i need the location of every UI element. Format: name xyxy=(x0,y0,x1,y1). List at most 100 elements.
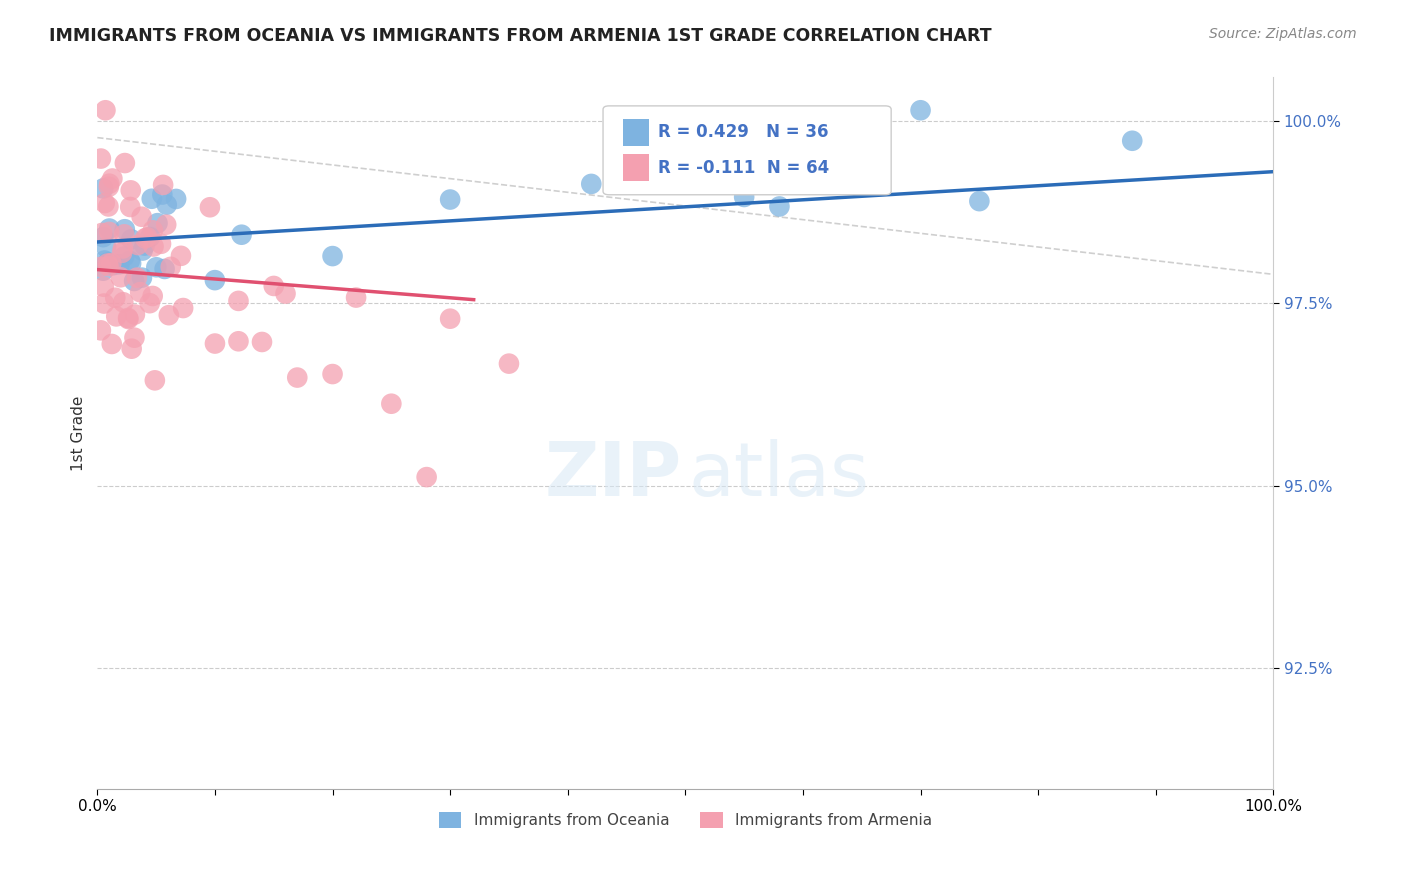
Point xyxy=(263,279,285,293)
Point xyxy=(112,295,135,310)
Point xyxy=(142,223,165,237)
Point xyxy=(118,253,141,268)
Point xyxy=(150,236,173,251)
Point xyxy=(439,311,461,326)
Point xyxy=(103,258,125,272)
Text: IMMIGRANTS FROM OCEANIA VS IMMIGRANTS FROM ARMENIA 1ST GRADE CORRELATION CHART: IMMIGRANTS FROM OCEANIA VS IMMIGRANTS FR… xyxy=(49,27,991,45)
Point xyxy=(139,230,162,244)
Point xyxy=(733,190,755,204)
Point xyxy=(98,221,121,235)
Point xyxy=(117,310,139,325)
Point xyxy=(170,249,193,263)
Point xyxy=(344,291,367,305)
Point xyxy=(104,291,127,305)
Point xyxy=(98,177,121,191)
Point xyxy=(114,222,136,236)
Point xyxy=(498,357,520,371)
Point xyxy=(204,273,226,287)
Point xyxy=(134,238,156,252)
Point xyxy=(97,179,120,194)
Point xyxy=(124,331,146,345)
Point xyxy=(93,279,115,293)
Point xyxy=(274,286,297,301)
Point xyxy=(98,225,121,239)
Point xyxy=(90,260,112,274)
Point xyxy=(146,216,169,230)
Point xyxy=(121,342,143,356)
Point xyxy=(125,270,148,285)
Point xyxy=(110,270,132,285)
Point xyxy=(136,230,159,244)
Point xyxy=(112,227,135,242)
Point xyxy=(380,397,402,411)
Point xyxy=(131,244,153,258)
FancyBboxPatch shape xyxy=(623,154,650,181)
Point xyxy=(285,370,308,384)
Text: R = 0.429   N = 36: R = 0.429 N = 36 xyxy=(658,123,828,141)
Point xyxy=(129,285,152,300)
Point xyxy=(120,232,142,246)
Point xyxy=(101,171,124,186)
Point xyxy=(156,198,179,212)
Y-axis label: 1st Grade: 1st Grade xyxy=(72,395,86,471)
Point xyxy=(111,245,134,260)
Text: atlas: atlas xyxy=(689,439,870,512)
Point xyxy=(152,178,174,192)
FancyBboxPatch shape xyxy=(603,106,891,194)
Point xyxy=(1121,134,1143,148)
Point xyxy=(439,193,461,207)
Legend: Immigrants from Oceania, Immigrants from Armenia: Immigrants from Oceania, Immigrants from… xyxy=(433,806,938,834)
Point xyxy=(142,289,165,303)
Point xyxy=(120,200,142,214)
Point xyxy=(127,238,149,252)
Point xyxy=(97,199,120,213)
Point xyxy=(159,260,181,274)
Point xyxy=(322,367,344,381)
Point xyxy=(155,218,177,232)
Point xyxy=(97,255,120,269)
Point xyxy=(910,103,932,118)
Point xyxy=(141,192,163,206)
Point xyxy=(94,240,117,254)
Point xyxy=(100,256,122,270)
Point xyxy=(138,296,160,310)
Point xyxy=(198,200,221,214)
Point xyxy=(101,337,124,351)
Point xyxy=(228,293,250,308)
Point xyxy=(117,312,139,326)
Point xyxy=(90,152,112,166)
Point xyxy=(90,323,112,337)
Point xyxy=(112,250,135,264)
Text: ZIP: ZIP xyxy=(544,439,682,512)
Point xyxy=(250,334,273,349)
Point xyxy=(768,199,790,213)
Text: R = -0.111  N = 64: R = -0.111 N = 64 xyxy=(658,159,830,177)
Point xyxy=(120,256,142,270)
Point xyxy=(91,230,114,244)
Point xyxy=(120,183,142,197)
Point xyxy=(415,470,437,484)
Point xyxy=(93,253,115,268)
Point xyxy=(91,263,114,277)
Point xyxy=(105,310,128,324)
Point xyxy=(157,308,180,322)
Point xyxy=(124,308,146,322)
Point xyxy=(150,187,173,202)
Point xyxy=(94,103,117,118)
Point xyxy=(228,334,250,349)
Point xyxy=(134,231,156,245)
Point xyxy=(142,239,165,253)
Point xyxy=(969,194,991,208)
FancyBboxPatch shape xyxy=(623,119,650,145)
Point xyxy=(204,336,226,351)
Point xyxy=(165,192,187,206)
Point xyxy=(91,226,114,240)
Point xyxy=(97,259,120,273)
Point xyxy=(111,242,134,256)
Point xyxy=(131,270,153,285)
Text: Source: ZipAtlas.com: Source: ZipAtlas.com xyxy=(1209,27,1357,41)
Point xyxy=(97,256,120,270)
Point xyxy=(581,177,603,191)
Point xyxy=(108,257,131,271)
Point xyxy=(145,260,167,275)
